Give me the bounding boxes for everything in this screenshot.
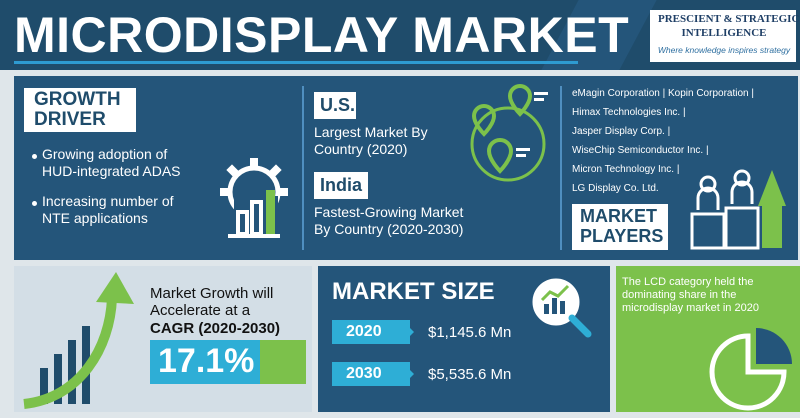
logo-tagline: Where knowledge inspires strategy [657,45,791,55]
market-value: $1,145.6 Mn [428,324,512,341]
growth-arrow-icon [23,272,134,409]
logo-line1: PRESCIENT & STRATEGIC [658,13,800,25]
growth-text: Market Growth will Accelerate at a [150,285,273,319]
bullet-dot [32,201,37,206]
page-title: MICRODISPLAY MARKET [14,7,630,63]
india-line: By Country (2020-2030) [314,221,464,237]
bullet-item: Growing adoption of HUD-integrated ADAS [42,146,181,180]
market-players-box [572,204,668,250]
divider [302,86,304,250]
year-label: 2020 [346,323,382,340]
cagr-accent [260,340,306,384]
bullet-line: Increasing number of [42,193,174,209]
year-box [332,362,410,386]
growth-driver-title-line2: DRIVER [34,109,106,130]
market-value: $5,535.6 Mn [428,366,512,383]
pie-chart-icon [709,328,792,411]
title-underline [14,61,578,64]
bullet-dot [32,154,37,159]
player-row: LG Display Co. Ltd. [572,183,659,194]
year-box-arrow [402,320,414,344]
us-tag-box [314,92,356,119]
us-line: Country (2020) [314,141,408,157]
bullet-item: Increasing number of NTE applications [42,193,174,227]
us-tag: U.S. [320,95,356,115]
india-tag: India [320,175,363,195]
growth-driver-title-line1: GROWTH [34,89,121,110]
bullet-line: NTE applications [42,210,148,226]
cagr-value: 17.1% [158,342,255,380]
year-box [332,320,410,344]
market-players-line: PLAYERS [580,226,664,246]
player-row: WiseChip Semiconductor Inc. | [572,145,709,156]
year-box-arrow [402,362,414,386]
us-line: Largest Market By [314,124,428,140]
india-description: Fastest-Growing Market By Country (2020-… [314,204,463,238]
lcd-text: The LCD category held the dominating sha… [622,276,759,314]
cagr-label: CAGR (2020-2030) [150,320,281,337]
market-size-title: MARKET SIZE [332,278,495,305]
map-pin-icon [470,83,548,182]
player-row: Jasper Display Corp. | [572,126,671,137]
divider [560,86,562,250]
gear-chart-icon [220,158,288,238]
player-row: Himax Technologies Inc. | [572,107,686,118]
us-description: Largest Market By Country (2020) [314,124,428,158]
magnifier-chart-icon [532,278,592,338]
bullet-line: HUD-integrated ADAS [42,163,181,179]
growth-line: Market Growth will [150,285,274,302]
logo-line2: INTELLIGENCE [681,27,767,39]
logo [650,10,796,62]
growth-driver-box [24,88,136,132]
market-players-line: MARKET [580,206,657,226]
player-row: eMagin Corporation | Kopin Corporation | [572,88,754,99]
bullet-line: Growing adoption of [42,146,168,162]
india-tag-box [314,172,368,199]
india-line: Fastest-Growing Market [314,204,464,220]
player-row: Micron Technology Inc. | [572,164,680,175]
growth-line: Accelerate at a [150,302,251,319]
growth-driver-title: GROWTH DRIVER [34,90,121,130]
year-label: 2030 [346,365,382,382]
market-players-title: MARKET PLAYERS [580,206,663,246]
podium-people-icon [690,169,786,250]
